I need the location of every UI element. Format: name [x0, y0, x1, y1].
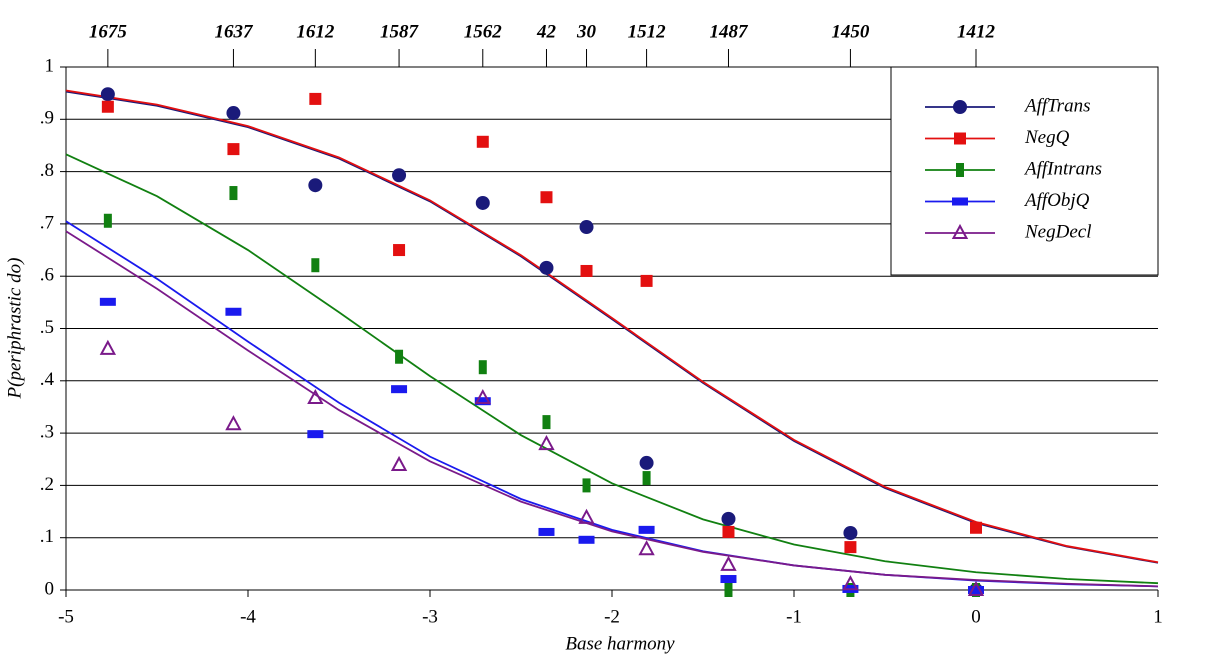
- x2-tick-label: 1675: [89, 21, 128, 42]
- data-point: [392, 168, 407, 183]
- data-point: [103, 213, 112, 228]
- data-point: [720, 575, 737, 584]
- data-point: [538, 527, 555, 536]
- y-tick-label: .8: [40, 160, 54, 181]
- data-point: [578, 535, 595, 544]
- y-tick-label: .5: [40, 317, 54, 338]
- data-point: [225, 415, 242, 431]
- y-tick-label: .9: [40, 108, 54, 129]
- data-point: [722, 525, 735, 538]
- data-point: [99, 297, 116, 306]
- data-point: [542, 415, 551, 430]
- y-tick-label: .7: [40, 212, 54, 233]
- x-tick-label: 1: [1153, 606, 1163, 627]
- data-point: [226, 106, 241, 121]
- legend-label: AffObjQ: [1023, 190, 1090, 211]
- data-point: [391, 385, 408, 394]
- y-tick-label: .2: [40, 474, 54, 495]
- data-point: [539, 260, 554, 275]
- y-tick-label: .6: [40, 265, 54, 286]
- data-point: [311, 258, 320, 273]
- data-point: [307, 430, 324, 439]
- data-point: [99, 339, 117, 355]
- x2-tick-label: 1512: [628, 21, 667, 42]
- data-point: [100, 87, 115, 102]
- data-point: [578, 508, 595, 524]
- data-point: [478, 360, 487, 375]
- data-point: [309, 92, 322, 105]
- legend-marker: [956, 163, 964, 177]
- fit-curve: [65, 230, 1159, 588]
- data-point: [475, 195, 490, 210]
- legend-label: AffTrans: [1023, 95, 1090, 116]
- data-point: [308, 178, 323, 193]
- data-point: [474, 397, 491, 406]
- data-point: [843, 525, 858, 540]
- data-point: [720, 555, 737, 571]
- x2-tick-label: 1412: [957, 21, 996, 42]
- x-tick-label: -4: [240, 606, 256, 627]
- y-tick-label: 1: [45, 55, 55, 76]
- data-point: [229, 186, 238, 201]
- data-point: [640, 274, 653, 287]
- x2-tick-label: 30: [576, 21, 597, 42]
- data-point: [307, 388, 324, 405]
- data-point: [393, 244, 406, 257]
- legend-marker: [951, 223, 969, 239]
- data-point: [227, 143, 240, 156]
- data-point: [638, 525, 655, 534]
- x2-tick-label: 42: [536, 21, 557, 42]
- legend-label: NegDecl: [1024, 221, 1091, 242]
- x-tick-label: -3: [422, 606, 438, 627]
- legend-label: NegQ: [1024, 127, 1070, 148]
- data-point: [639, 455, 654, 470]
- data-point: [538, 434, 555, 451]
- data-point: [476, 135, 489, 148]
- y-tick-label: .3: [40, 421, 54, 442]
- x-axis-label: Base harmony: [565, 633, 675, 654]
- data-point: [842, 575, 859, 591]
- x-tick-label: 0: [971, 606, 981, 627]
- data-point: [580, 264, 593, 277]
- x2-tick-label: 1450: [831, 21, 870, 42]
- data-point: [101, 100, 114, 113]
- data-point: [582, 478, 591, 493]
- legend-marker: [954, 132, 966, 145]
- legend-marker: [953, 100, 967, 114]
- y-axis-label: P(periphrastic do): [4, 258, 25, 400]
- data-point: [638, 540, 655, 556]
- data-point: [967, 580, 985, 596]
- x-tick-label: -1: [786, 606, 802, 627]
- data-point: [395, 349, 404, 364]
- data-point: [540, 191, 553, 204]
- y-tick-label: .1: [40, 526, 54, 547]
- x2-tick-label: 1487: [709, 21, 749, 42]
- x2-tick-label: 1612: [296, 21, 335, 42]
- data-point: [642, 471, 651, 486]
- data-point: [724, 583, 733, 597]
- legend-marker: [952, 197, 968, 206]
- y-tick-label: .4: [40, 369, 55, 390]
- x-tick-label: -2: [604, 606, 620, 627]
- legend: [890, 66, 1159, 276]
- fit-curve: [65, 153, 1159, 585]
- data-point: [225, 307, 242, 316]
- x-tick-label: -5: [58, 606, 74, 627]
- x2-tick-label: 1637: [214, 21, 254, 42]
- data-point: [968, 586, 984, 594]
- data-point: [721, 511, 736, 526]
- x2-tick-label: 1562: [464, 21, 503, 42]
- data-point: [474, 388, 491, 405]
- data-point: [390, 455, 408, 472]
- data-point: [844, 541, 857, 554]
- y-tick-label: 0: [45, 578, 55, 599]
- legend-label: AffIntrans: [1023, 158, 1102, 179]
- data-point: [579, 220, 594, 235]
- data-point: [970, 521, 982, 534]
- x2-tick-label: 1587: [380, 21, 420, 42]
